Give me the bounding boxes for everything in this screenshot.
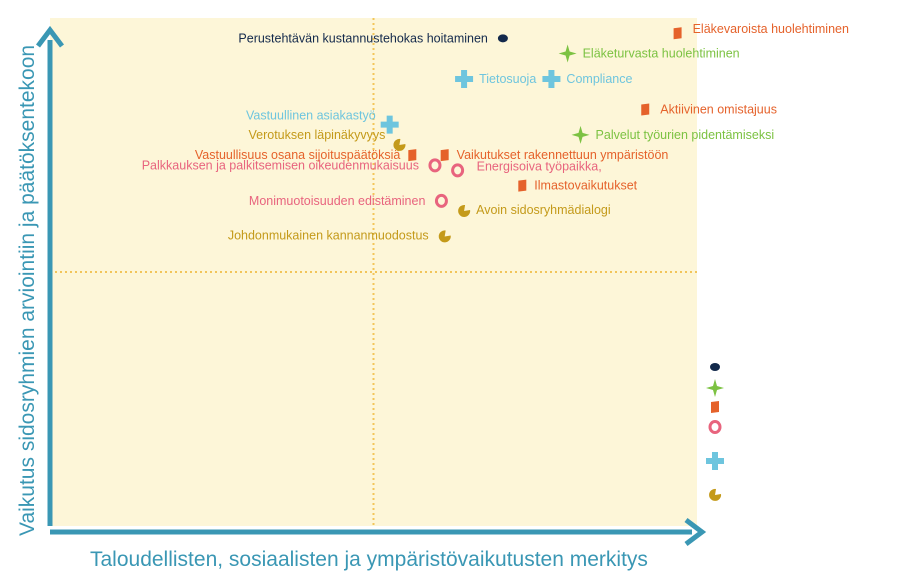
- flag-marker-2-2: [440, 149, 449, 162]
- legend-dot-icon: [710, 363, 720, 371]
- y-axis-title: Vaikutus sidosryhmien arviointiin ja pää…: [16, 44, 39, 536]
- pacman-marker-5-2: [438, 230, 451, 243]
- ring-marker-3-1: [451, 163, 465, 178]
- point-label-1-1: Palvelut työurien pidentämiseksi: [596, 128, 775, 142]
- point-label-2-4: Vastuullisuus osana sijoituspäätöksiä: [195, 148, 400, 162]
- x-axis-title: Taloudellisten, sosiaalisten ja ympärist…: [90, 548, 648, 571]
- legend-pacman-icon: [709, 488, 722, 501]
- point-label-5-0: Verotuksen läpinäkyvyys: [248, 128, 385, 142]
- point-label-2-0: Eläkevaroista huolehtiminen: [693, 22, 849, 36]
- point-label-3-1: Energisoiva työpaikka,: [477, 159, 602, 173]
- legend-cross-icon: [706, 452, 724, 470]
- flag-marker-2-4: [408, 149, 417, 162]
- point-label-4-1: Compliance: [566, 72, 632, 86]
- point-label-3-0: Palkkauksen ja palkitsemisen oikeudenmuk…: [142, 158, 419, 172]
- point-label-3-2: Monimuotoisuuden edistäminen: [249, 194, 426, 208]
- star-marker-1-1: [571, 125, 590, 144]
- point-label-4-0: Tietosuoja: [479, 72, 536, 86]
- dot-marker-0-0: [497, 34, 508, 43]
- point-label-5-1: Avoin sidosryhmädialogi: [476, 203, 611, 217]
- legend-flag-icon: [711, 401, 719, 413]
- ring-marker-3-0: [428, 158, 442, 173]
- star-marker-1-0: [558, 44, 577, 63]
- point-label-2-3: Ilmastovaikutukset: [534, 179, 637, 193]
- point-label-0-0: Perustehtävän kustannustehokas hoitamine…: [238, 31, 488, 45]
- point-label-2-1: Aktiivinen omistajuus: [660, 102, 777, 116]
- plot-background: [50, 18, 697, 526]
- flag-marker-2-1: [641, 103, 650, 116]
- point-label-4-2: Vastuullinen asiakastyö: [246, 109, 376, 123]
- pacman-marker-5-0: [393, 138, 406, 151]
- point-label-5-2: Johdonmukainen kannanmuodostus: [228, 228, 429, 242]
- point-label-1-0: Eläketurvasta huolehtiminen: [583, 47, 740, 61]
- cross-marker-4-1: [542, 69, 561, 88]
- y-axis-arrowhead: [36, 25, 64, 48]
- pacman-marker-5-1: [458, 204, 471, 217]
- flag-marker-2-0: [673, 27, 682, 40]
- flag-marker-2-3: [518, 179, 527, 192]
- point-label-2-2: Vaikutukset rakennettuun ympäristöön: [457, 148, 669, 162]
- legend-star-icon: [706, 379, 724, 397]
- cross-marker-4-2: [380, 115, 399, 134]
- cross-marker-4-0: [455, 69, 474, 88]
- x-axis-arrowhead: [684, 518, 707, 546]
- ring-marker-3-2: [434, 193, 448, 208]
- legend-ring-icon: [708, 420, 722, 434]
